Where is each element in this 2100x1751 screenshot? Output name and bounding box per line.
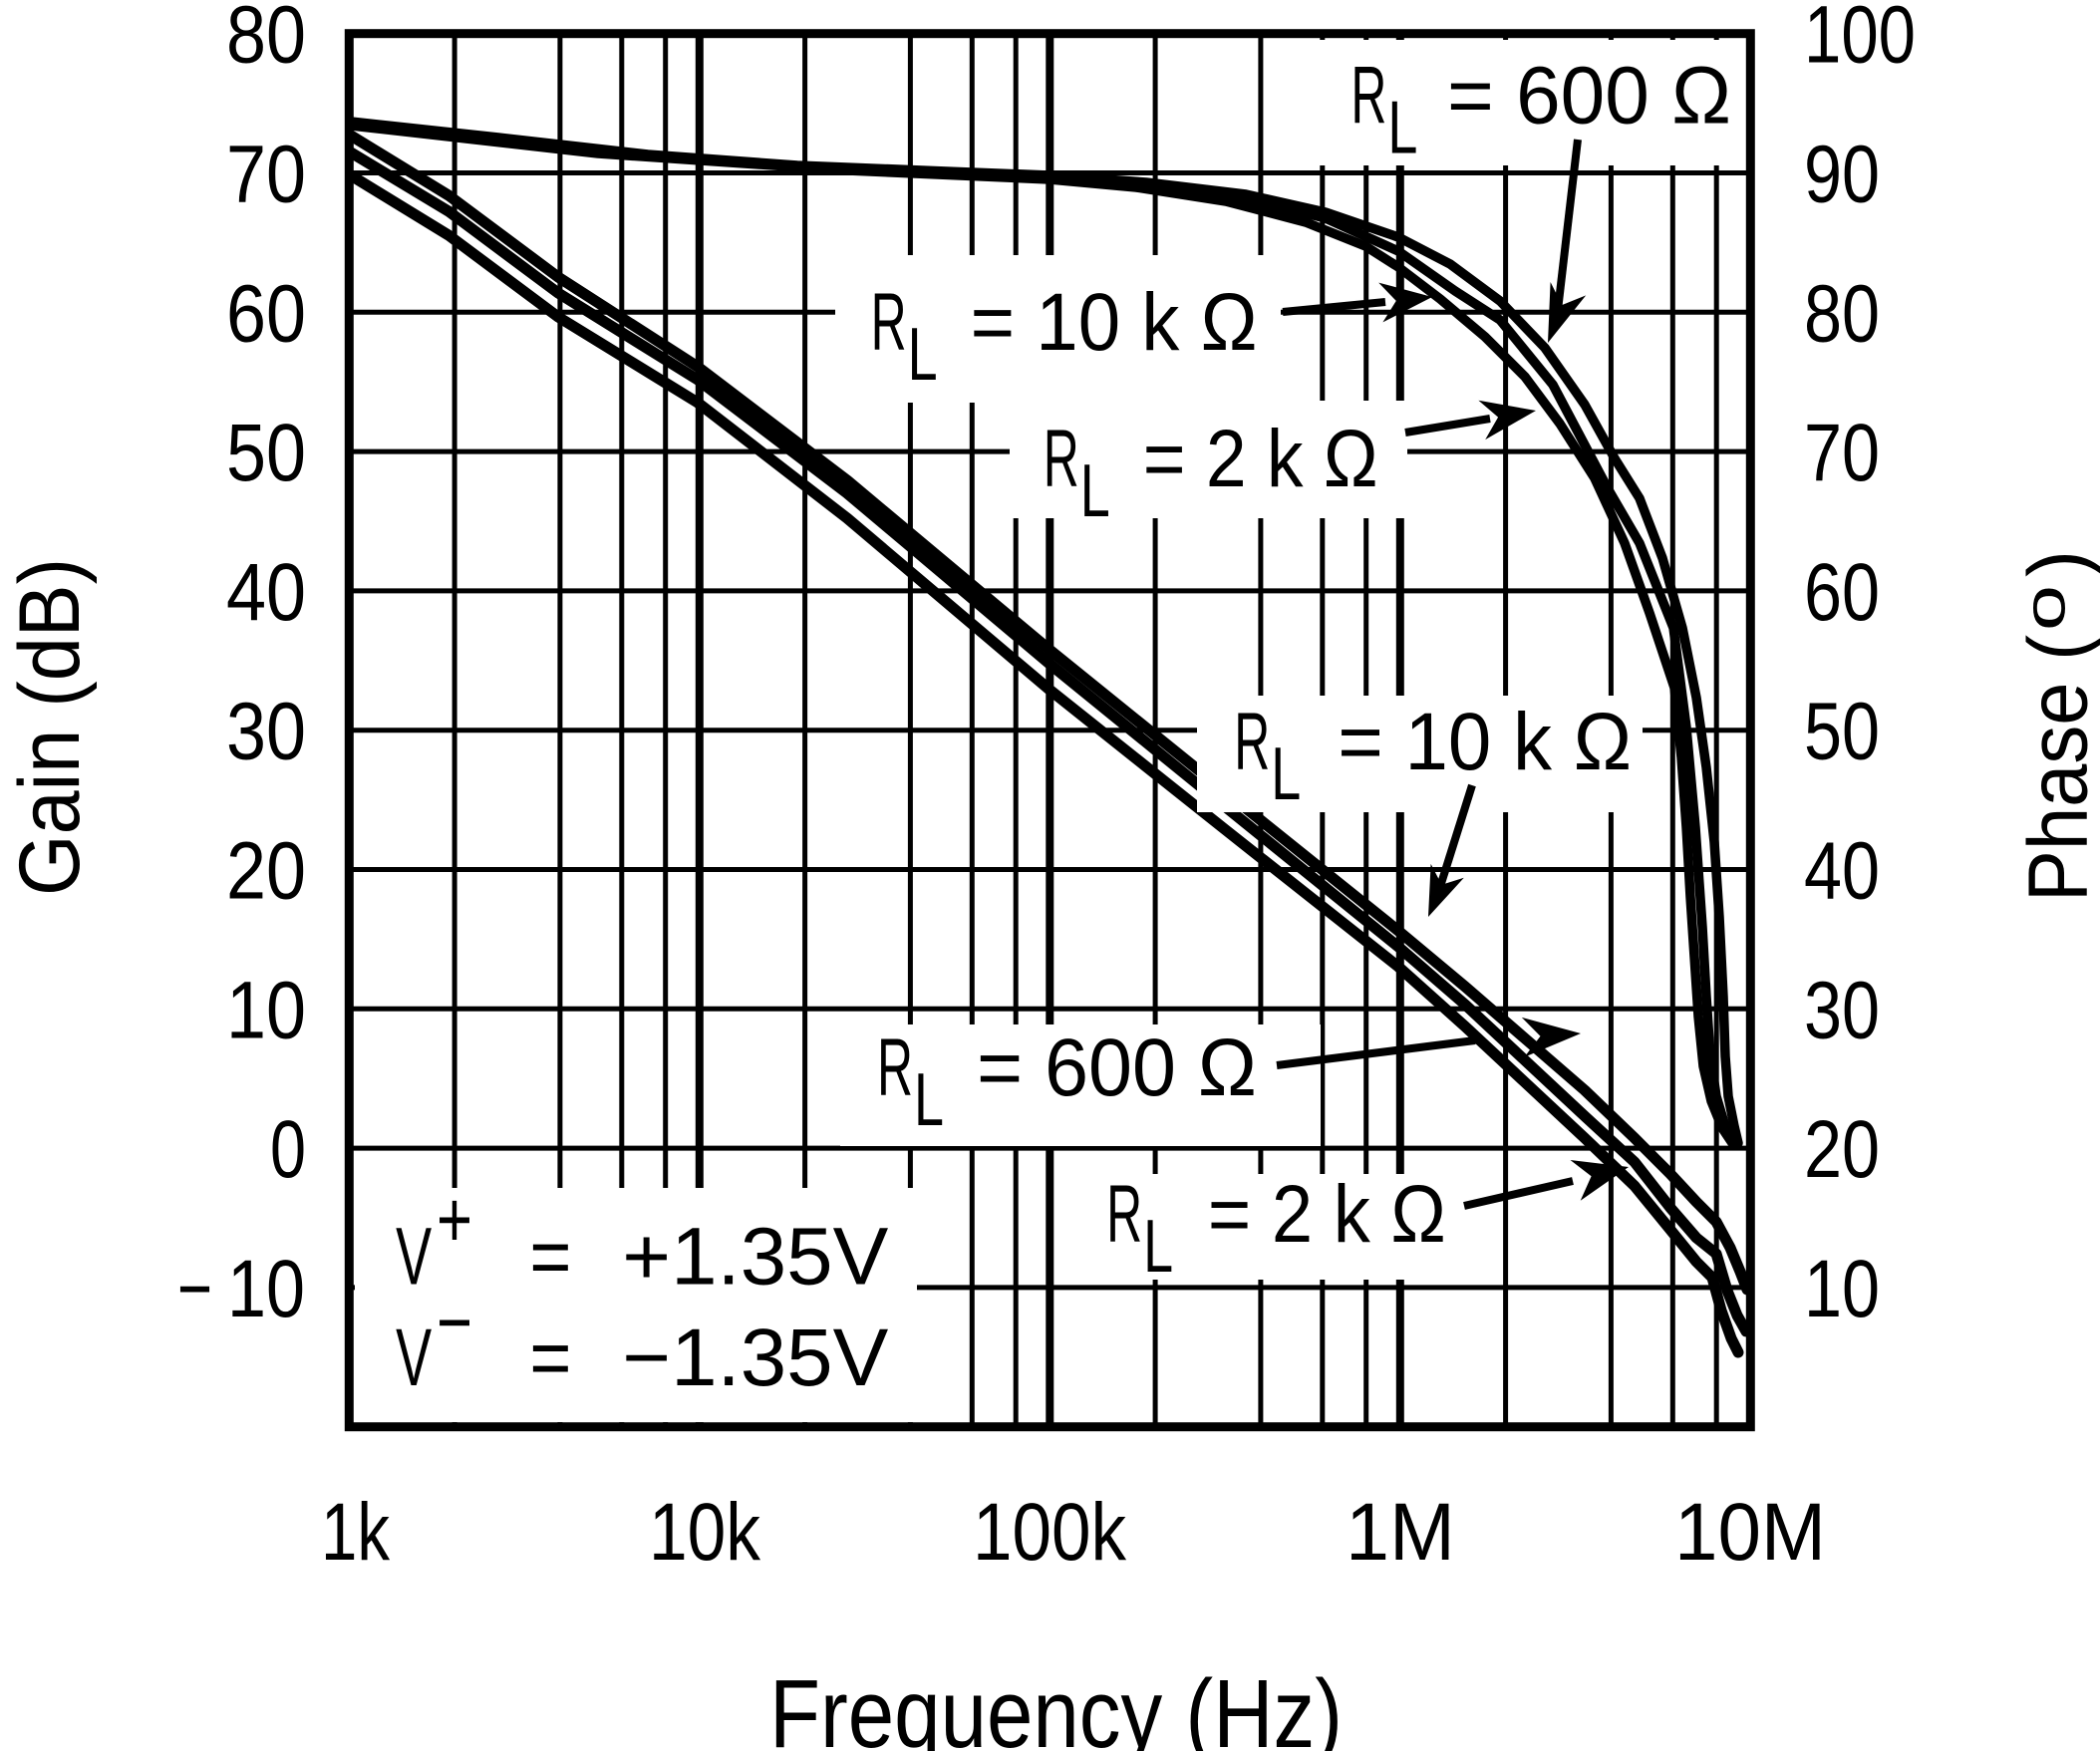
svg-text:10: 10 — [1804, 1244, 1880, 1334]
svg-text:60: 60 — [226, 268, 306, 359]
svg-text:= 600 Ω: = 600 Ω — [977, 1022, 1257, 1113]
svg-text:100k: 100k — [973, 1487, 1127, 1578]
svg-text:80: 80 — [1804, 268, 1880, 359]
svg-text:R: R — [1106, 1169, 1142, 1260]
svg-text:R: R — [871, 277, 907, 368]
svg-text:L: L — [908, 312, 938, 396]
svg-text:Phase (: Phase ( — [2011, 635, 2100, 902]
svg-text:= 2 k Ω: = 2 k Ω — [1208, 1169, 1446, 1260]
svg-text:50: 50 — [226, 408, 306, 498]
svg-text:): ) — [2011, 550, 2100, 577]
svg-text:10M: 10M — [1674, 1487, 1826, 1578]
svg-text:= 10 k Ω: = 10 k Ω — [971, 277, 1258, 368]
svg-text:=: = — [529, 1212, 571, 1303]
svg-text:20: 20 — [226, 826, 306, 917]
svg-text:V: V — [396, 1313, 432, 1403]
svg-text:10: 10 — [226, 965, 306, 1055]
svg-text:L: L — [1387, 86, 1417, 169]
svg-text:90: 90 — [1804, 130, 1880, 220]
svg-text:L: L — [1080, 448, 1110, 532]
svg-text:50: 50 — [1804, 687, 1880, 777]
svg-text:+: + — [437, 1175, 472, 1264]
svg-text:L: L — [1271, 731, 1301, 815]
svg-text:R: R — [877, 1022, 913, 1113]
svg-text:40: 40 — [226, 547, 306, 638]
svg-text:10: 10 — [227, 1244, 305, 1334]
svg-text:70: 70 — [1804, 408, 1880, 498]
svg-text:30: 30 — [1804, 965, 1880, 1055]
svg-text:100: 100 — [1804, 0, 1916, 81]
svg-text:10k: 10k — [649, 1487, 761, 1578]
svg-text:= 2 k Ω: = 2 k Ω — [1143, 414, 1378, 504]
svg-text:70: 70 — [226, 130, 306, 220]
svg-text:40: 40 — [1804, 826, 1880, 917]
svg-text:L: L — [1143, 1204, 1173, 1288]
svg-text:Frequency (Hz): Frequency (Hz) — [769, 1659, 1343, 1751]
svg-text:1k: 1k — [321, 1487, 391, 1578]
svg-text:−: − — [437, 1278, 472, 1366]
svg-text:80: 80 — [226, 0, 306, 81]
svg-text:Gain (dB): Gain (dB) — [2, 558, 98, 896]
svg-text:V: V — [396, 1212, 432, 1303]
svg-text:−: − — [177, 1244, 212, 1334]
svg-text:−1.35V: −1.35V — [622, 1313, 888, 1403]
svg-text:60: 60 — [1804, 547, 1880, 638]
svg-text:1M: 1M — [1346, 1487, 1455, 1578]
svg-text:+1.35V: +1.35V — [622, 1212, 888, 1303]
svg-text:20: 20 — [1804, 1104, 1880, 1195]
svg-text:R: R — [1234, 697, 1270, 787]
svg-text:30: 30 — [226, 687, 306, 777]
svg-text:o: o — [2013, 585, 2078, 631]
svg-text:= 10 k Ω: = 10 k Ω — [1338, 697, 1632, 787]
svg-text:=: = — [529, 1313, 571, 1403]
svg-text:R: R — [1350, 51, 1386, 142]
svg-text:= 600 Ω: = 600 Ω — [1447, 51, 1731, 142]
svg-text:R: R — [1044, 414, 1079, 504]
svg-text:L: L — [914, 1057, 944, 1141]
svg-text:0: 0 — [270, 1104, 306, 1195]
